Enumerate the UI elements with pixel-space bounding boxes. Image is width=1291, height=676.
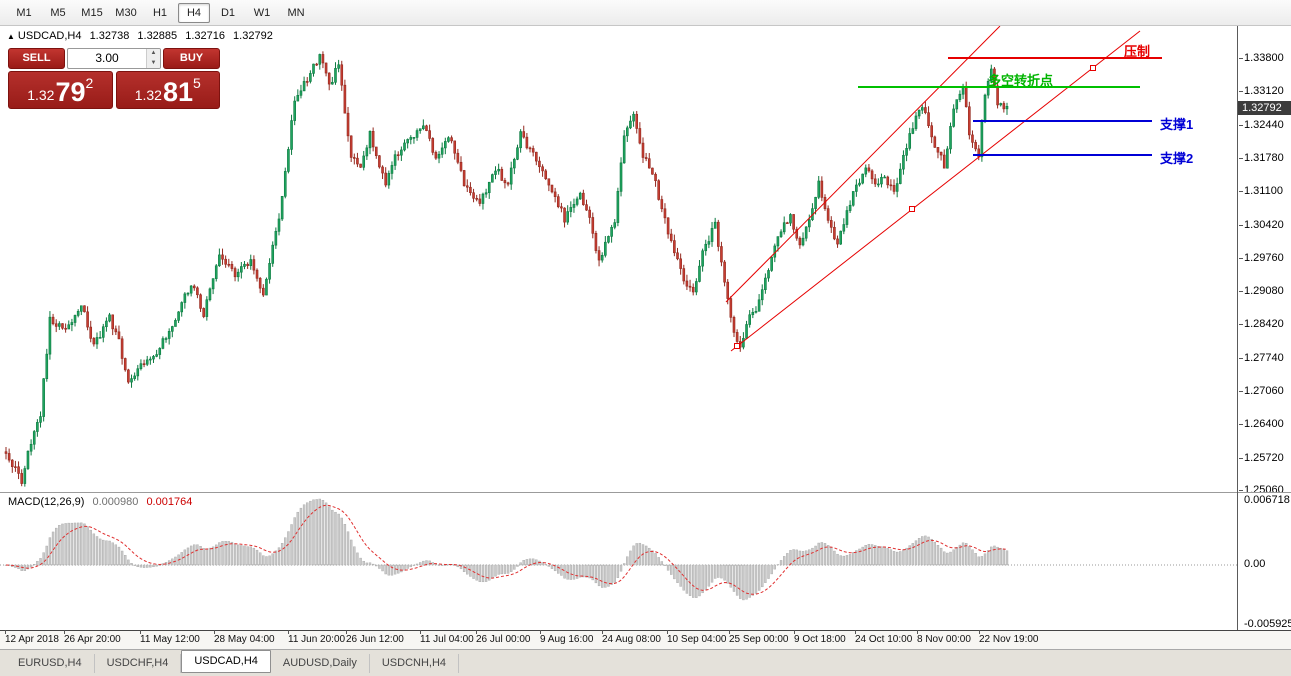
timeframe-button-h1[interactable]: H1 — [152, 6, 168, 19]
price-axis-label: 1.26400 — [1239, 417, 1284, 430]
volume-decrease-icon[interactable]: ▼ — [147, 58, 160, 68]
trendline-handle[interactable] — [1090, 65, 1096, 71]
price-axis-label: 1.27060 — [1239, 385, 1284, 398]
ohlc-high: 1.32885 — [137, 30, 178, 42]
macd-name: MACD(12,26,9) — [8, 496, 85, 508]
ohlc-close: 1.32792 — [233, 30, 273, 42]
time-axis-label: 12 Apr 2018 — [5, 630, 59, 645]
macd-indicator-panel[interactable] — [0, 492, 1237, 630]
time-axis-label: 22 Nov 19:00 — [979, 630, 1039, 645]
trendline-handle[interactable] — [734, 343, 740, 349]
ohlc-low: 1.32716 — [185, 30, 225, 42]
time-axis-label: 11 May 12:00 — [140, 630, 200, 645]
chart-area: ▲ USDCAD,H4 1.32738 1.32885 1.32716 1.327… — [0, 26, 1291, 649]
time-axis-label: 26 Jun 12:00 — [346, 630, 404, 645]
timeframe-button-m30[interactable]: M30 — [115, 6, 137, 19]
price-axis-label: 1.25060 — [1239, 484, 1284, 497]
timeframe-button-m1[interactable]: M1 — [16, 6, 32, 19]
support1-label[interactable]: 支撑1 — [1160, 117, 1194, 132]
timeframe-button-mn[interactable]: MN — [287, 6, 305, 19]
time-axis-label: 11 Jul 04:00 — [420, 630, 474, 645]
time-axis-label: 24 Aug 08:00 — [602, 630, 661, 645]
time-axis-label: 25 Sep 00:00 — [729, 630, 789, 645]
resistance-label[interactable]: 压制 — [1124, 44, 1151, 59]
time-axis-label: 28 May 04:00 — [214, 630, 275, 645]
sell-button[interactable]: SELL — [8, 48, 65, 69]
price-axis-label: 1.33800 — [1239, 51, 1284, 64]
buy-button[interactable]: BUY — [163, 48, 220, 69]
price-axis[interactable]: 1.32792 0.006718 0.00 -0.005925 1.33800 1… — [1238, 26, 1291, 630]
one-click-trading-panel: SELL 3.00 ▲ ▼ BUY 1.32 79 2 1.32 — [8, 48, 220, 109]
ohlc-open: 1.32738 — [89, 30, 130, 42]
symbol-title: USDCAD,H4 — [17, 30, 82, 42]
chart-tab-usdchf-h4[interactable]: USDCHF,H4 — [95, 654, 182, 673]
chart-tab-usdcad-h4[interactable]: USDCAD,H4 — [181, 650, 271, 673]
axis-separator — [1237, 26, 1238, 630]
price-axis-label: 1.33120 — [1239, 85, 1284, 98]
candles-layer — [4, 51, 1009, 487]
price-axis-label: 1.32440 — [1239, 118, 1284, 131]
symbol-ohlc-header: ▲ USDCAD,H4 1.32738 1.32885 1.32716 1.327… — [7, 30, 278, 42]
bid-pip-digit: 2 — [85, 75, 94, 91]
main-price-chart[interactable] — [0, 26, 1237, 492]
timeframe-button-w1[interactable]: W1 — [253, 6, 271, 19]
chart-tabbar: EURUSD,H4 USDCHF,H4 USDCAD,H4 AUDUSD,Daily U… — [0, 649, 1291, 676]
price-axis-label: 1.27740 — [1239, 351, 1284, 364]
macd-axis-max: 0.006718 — [1244, 494, 1290, 506]
chart-tab-usdcnh-h4[interactable]: USDCNH,H4 — [370, 654, 460, 673]
price-axis-label: 1.31100 — [1239, 185, 1283, 198]
timeframe-button-d1[interactable]: D1 — [220, 6, 236, 19]
timeframe-button-m5[interactable]: M5 — [50, 6, 66, 19]
macd-signal-line — [5, 504, 1008, 595]
time-axis-label: 11 Jun 20:00 — [288, 630, 346, 645]
price-axis-label: 1.29080 — [1239, 285, 1284, 298]
price-axis-label: 1.30420 — [1239, 218, 1284, 231]
timeframe-toolbar: M1 M5 M15 M30 H1 H4 D1 W1 MN — [0, 0, 1291, 26]
ask-prefix: 1.32 — [134, 87, 162, 103]
macd-hist-value: 0.000980 — [92, 496, 139, 508]
panel-splitter[interactable] — [0, 492, 1291, 493]
macd-axis-min: -0.005925 — [1244, 618, 1291, 630]
volume-field[interactable]: 3.00 ▲ ▼ — [67, 48, 161, 69]
time-axis-label: 26 Jul 00:00 — [476, 630, 531, 645]
chart-tab-audusd-daily[interactable]: AUDUSD,Daily — [271, 654, 370, 673]
trend-channel[interactable] — [725, 26, 1141, 352]
macd-signal-value: 0.001764 — [146, 496, 193, 508]
macd-axis-zero: 0.00 — [1244, 558, 1266, 570]
price-axis-label: 1.28420 — [1239, 317, 1284, 330]
macd-indicator-label: MACD(12,26,9) 0.000980 0.001764 — [8, 496, 192, 508]
ask-pip-digit: 5 — [193, 75, 201, 91]
price-axis-label: 1.25720 — [1239, 451, 1284, 464]
time-axis-label: 24 Oct 10:00 — [855, 630, 913, 645]
bid-prefix: 1.32 — [27, 87, 55, 103]
bid-price-display[interactable]: 1.32 79 2 — [8, 71, 113, 109]
support2-label[interactable]: 支撑2 — [1160, 151, 1194, 166]
time-axis-label: 9 Aug 16:00 — [540, 630, 594, 645]
time-axis-label: 26 Apr 20:00 — [64, 630, 121, 645]
current-price-tag: 1.32792 — [1238, 100, 1291, 115]
trendline-handle[interactable] — [909, 206, 915, 212]
bid-big-digits: 79 — [55, 77, 86, 107]
timeframe-button-m15[interactable]: M15 — [81, 6, 103, 19]
time-axis-label: 8 Nov 00:00 — [917, 630, 971, 645]
time-axis-label: 9 Oct 18:00 — [794, 630, 846, 645]
timeframe-button-h4[interactable]: H4 — [178, 2, 210, 23]
macd-histogram — [4, 498, 1009, 601]
volume-spinner[interactable]: ▲ ▼ — [146, 49, 160, 68]
ask-price-display[interactable]: 1.32 81 5 — [115, 71, 220, 109]
volume-value[interactable]: 3.00 — [95, 51, 119, 65]
pivot-label[interactable]: 多空转折点 — [988, 73, 1054, 88]
ask-big-digits: 81 — [162, 77, 193, 107]
symbol-icon: ▲ — [7, 32, 15, 41]
time-axis-label: 10 Sep 04:00 — [667, 630, 727, 645]
price-axis-label: 1.31780 — [1239, 151, 1284, 164]
price-axis-label: 1.29760 — [1239, 251, 1284, 264]
chart-tab-eurusd-h4[interactable]: EURUSD,H4 — [6, 654, 95, 673]
volume-increase-icon[interactable]: ▲ — [147, 49, 160, 59]
time-axis[interactable]: 12 Apr 2018 26 Apr 20:00 11 May 12:00 28 Ma… — [0, 630, 1291, 649]
